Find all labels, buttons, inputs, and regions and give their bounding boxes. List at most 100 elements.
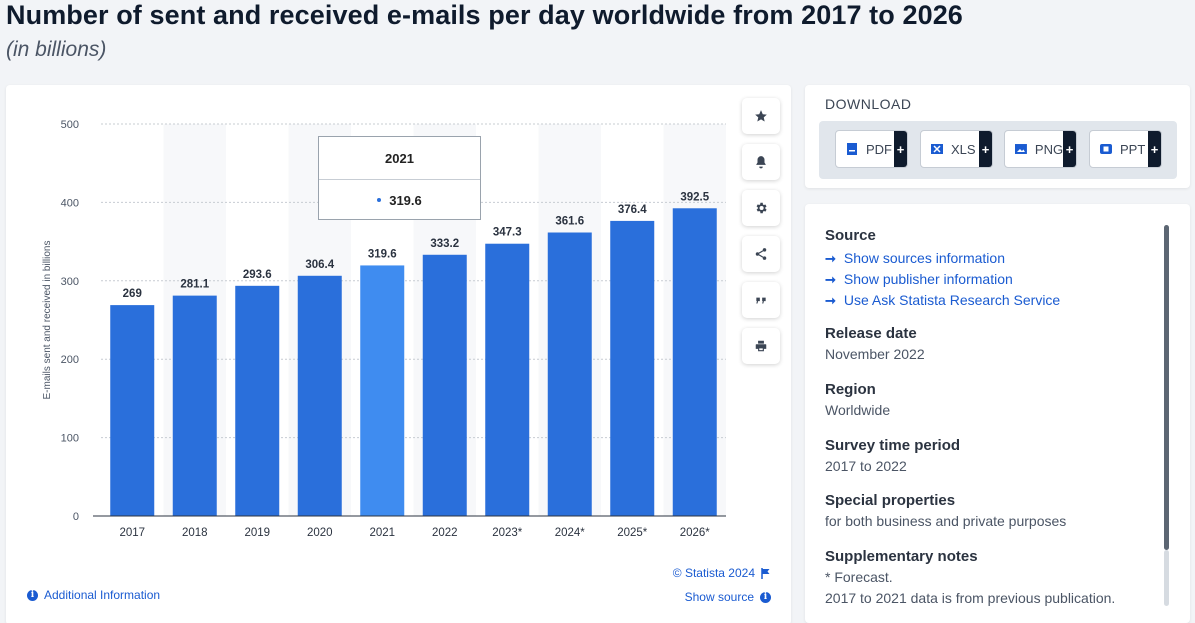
print-button[interactable] — [742, 328, 780, 364]
x-tick-label: 2025* — [617, 527, 648, 539]
bar-value-label: 376.4 — [618, 204, 647, 216]
bar-value-label: 347.3 — [493, 227, 522, 239]
bar-2026[interactable] — [672, 208, 717, 516]
bar-2022[interactable] — [422, 254, 467, 517]
bar-2019[interactable] — [235, 285, 280, 516]
share-button[interactable] — [742, 236, 780, 272]
special-properties-section: Special properties for both business and… — [825, 492, 1066, 532]
show-sources-text: Show sources information — [843, 250, 1005, 266]
download-xls-button[interactable]: XLS + — [920, 130, 993, 168]
release-date-heading: Release date — [825, 325, 917, 342]
settings-button[interactable] — [742, 190, 780, 226]
bar-value-label: 361.6 — [555, 216, 584, 228]
x-tick-label: 2018 — [182, 527, 208, 539]
bar-2023[interactable] — [485, 243, 530, 516]
region-section: Region Worldwide — [825, 381, 890, 421]
x-tick-label: 2023* — [492, 527, 523, 539]
chart-card: 0 100 200 300 400 500 E-mails sent and receive… — [6, 85, 791, 623]
copyright-text: © Statista 2024 — [672, 566, 755, 580]
plus-icon: + — [979, 131, 992, 167]
survey-period-section: Survey time period 2017 to 2022 — [825, 437, 960, 477]
y-tick-label: 200 — [61, 354, 79, 366]
tooltip-body: 319.6 — [319, 180, 480, 220]
tooltip-title: 2021 — [319, 137, 480, 180]
favorite-button[interactable] — [742, 98, 780, 134]
y-tick-label: 500 — [61, 119, 79, 131]
special-properties-value: for both business and private purposes — [825, 513, 1067, 529]
region-value: Worldwide — [825, 402, 891, 418]
bar-value-label: 293.6 — [243, 269, 272, 281]
notification-button[interactable] — [742, 144, 780, 180]
quote-icon — [756, 297, 766, 304]
bar-2020[interactable] — [297, 275, 342, 516]
ask-statista-link[interactable]: ➞ Use Ask Statista Research Service — [825, 290, 1060, 311]
x-tick-label: 2021 — [369, 527, 395, 539]
survey-period-value: 2017 to 2022 — [825, 458, 907, 474]
download-pdf-label: PDF — [866, 141, 892, 157]
bar-2017[interactable] — [110, 305, 155, 516]
bar-value-label: 269 — [123, 288, 142, 300]
chart-tooltip: 2021 319.6 — [318, 136, 481, 220]
x-tick-label: 2024* — [555, 527, 586, 539]
download-ppt-label: PPT — [1120, 141, 1146, 157]
show-source-link[interactable]: Show source i — [685, 590, 771, 604]
tooltip-series-dot — [377, 198, 382, 202]
additional-info-text: Additional Information — [44, 588, 161, 602]
y-tick-label: 100 — [61, 433, 79, 445]
plus-icon: + — [894, 131, 907, 167]
arrow-right-icon: ➞ — [825, 293, 836, 308]
bar-2024[interactable] — [547, 232, 592, 516]
page-subtitle: (in billions) — [6, 38, 107, 61]
bar-value-label: 392.5 — [680, 191, 709, 203]
bell-icon — [756, 156, 766, 169]
x-tick-label: 2026* — [680, 527, 711, 539]
show-sources-link[interactable]: ➞ Show sources information — [825, 248, 1060, 269]
statistic-details-card: Source ➞ Show sources information ➞ Show… — [805, 204, 1190, 623]
y-tick-label: 400 — [61, 197, 79, 209]
bar-value-label: 281.1 — [180, 279, 209, 291]
pdf-icon — [847, 143, 857, 155]
show-source-text: Show source — [684, 590, 754, 604]
show-publisher-text: Show publisher information — [843, 271, 1013, 287]
show-publisher-link[interactable]: ➞ Show publisher information — [825, 269, 1060, 290]
star-icon — [755, 110, 767, 122]
source-section: Source ➞ Show sources information ➞ Show… — [825, 227, 1060, 311]
png-icon — [1015, 144, 1027, 154]
flag-icon — [761, 567, 770, 579]
download-title: DOWNLOAD — [825, 96, 912, 112]
arrow-right-icon: ➞ — [825, 251, 836, 266]
region-heading: Region — [825, 381, 876, 398]
survey-period-heading: Survey time period — [825, 437, 961, 454]
special-properties-heading: Special properties — [825, 492, 956, 509]
scrollbar-thumb[interactable] — [1164, 225, 1169, 550]
download-ppt-button[interactable]: PPT + — [1089, 130, 1162, 168]
ppt-icon — [1100, 144, 1112, 154]
additional-info-link[interactable]: i Additional Information — [27, 588, 160, 602]
x-tick-label: 2019 — [244, 527, 270, 539]
bar-2025[interactable] — [610, 220, 655, 516]
supplementary-notes-line1: * Forecast. — [825, 569, 893, 585]
download-pdf-button[interactable]: PDF + — [835, 130, 908, 168]
print-icon — [755, 340, 767, 352]
y-tick-label: 300 — [61, 276, 79, 288]
download-bar: PDF + XLS + PNG + PPT + — [819, 121, 1177, 179]
xls-icon — [931, 144, 943, 154]
bar-2021[interactable] — [360, 265, 405, 516]
scrollbar-track[interactable] — [1164, 550, 1169, 606]
supplementary-notes-section: Supplementary notes * Forecast. 2017 to … — [825, 548, 1115, 609]
download-xls-label: XLS — [951, 141, 976, 157]
download-card: DOWNLOAD PDF + XLS + PNG + PPT + — [805, 85, 1190, 188]
release-date-section: Release date November 2022 — [825, 325, 925, 365]
bar-value-label: 306.4 — [305, 259, 334, 271]
y-tick-label: 0 — [73, 511, 79, 523]
ask-statista-text: Use Ask Statista Research Service — [843, 292, 1061, 308]
copyright: © Statista 2024 — [673, 566, 771, 580]
cite-button[interactable] — [742, 282, 780, 318]
arrow-right-icon: ➞ — [825, 272, 836, 287]
page-title: Number of sent and received e-mails per … — [6, 0, 963, 30]
bar-2018[interactable] — [172, 295, 217, 516]
release-date-value: November 2022 — [825, 346, 925, 362]
download-png-button[interactable]: PNG + — [1004, 130, 1077, 168]
plus-icon: + — [1063, 131, 1076, 167]
x-tick-label: 2022 — [432, 527, 458, 539]
